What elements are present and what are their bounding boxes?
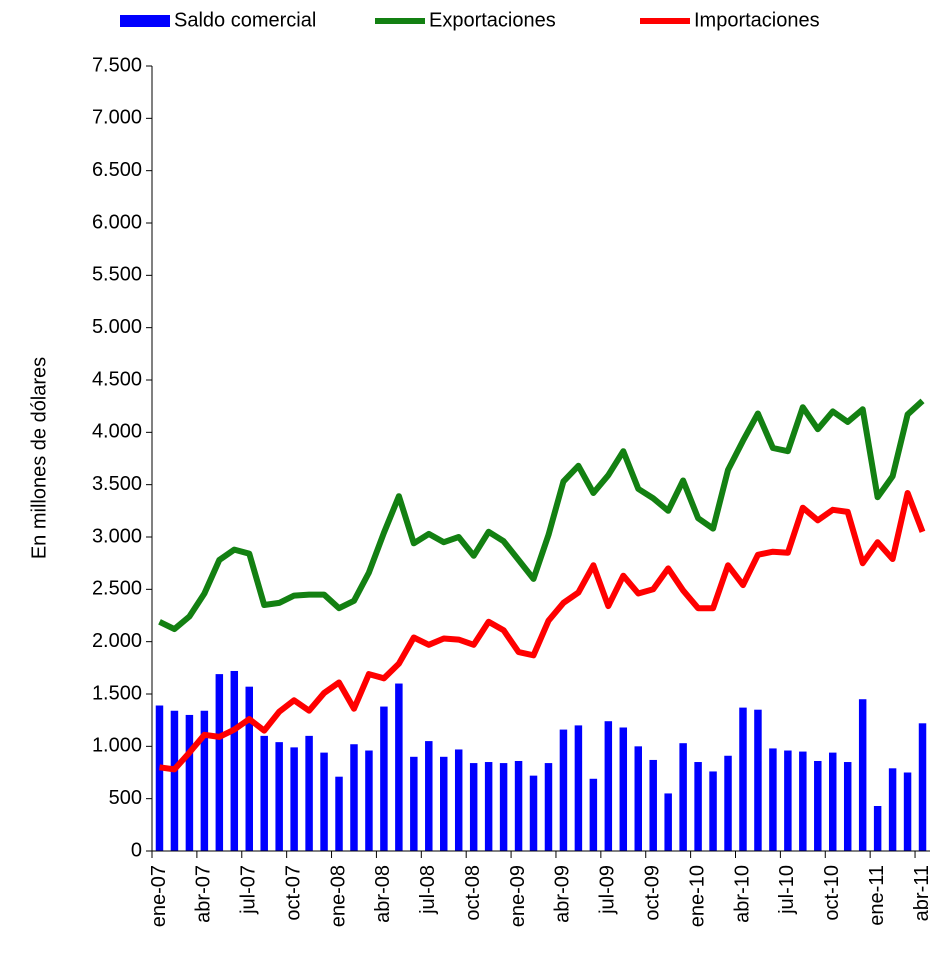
y-tick-label: 4.000 [92, 421, 142, 443]
bar [514, 760, 523, 851]
x-tick-label: ene-08 [327, 865, 349, 927]
x-tick-label: abr-08 [372, 865, 394, 923]
bar [320, 752, 328, 851]
bar [888, 768, 897, 851]
bar [754, 709, 762, 851]
bar [155, 705, 164, 851]
y-tick-label: 2.000 [92, 630, 142, 652]
bar [529, 775, 538, 851]
bar [454, 749, 463, 851]
bar [215, 674, 224, 851]
x-tick-label: abr-07 [193, 865, 215, 923]
x-tick-label: ene-07 [148, 865, 170, 927]
bar [230, 670, 239, 851]
bar [709, 771, 717, 851]
bar [634, 746, 642, 851]
bar [679, 743, 687, 851]
bar [559, 729, 568, 851]
bar [574, 725, 583, 851]
x-tick-label: oct-08 [462, 865, 484, 921]
bar [724, 755, 732, 851]
bar [170, 710, 179, 851]
y-axis-label: En millones de dólares [28, 357, 50, 559]
bar [185, 714, 194, 851]
bar [799, 751, 807, 851]
bar [410, 756, 418, 851]
bar [784, 750, 792, 851]
legend-label: Saldo comercial [174, 9, 316, 31]
x-tick-label: jul-09 [597, 865, 619, 915]
x-tick-label: jul-08 [417, 865, 439, 915]
y-tick-label: 5.500 [92, 264, 142, 286]
bar [350, 744, 358, 851]
bar [769, 748, 777, 851]
x-tick-label: oct-10 [821, 865, 843, 921]
bar [200, 710, 209, 851]
x-tick-label: ene-11 [866, 865, 888, 926]
bar [873, 805, 882, 851]
x-tick-label: ene-10 [686, 865, 708, 927]
y-tick-label: 6.500 [92, 159, 142, 181]
bar [335, 776, 343, 851]
bar [589, 778, 598, 851]
x-tick-label: oct-09 [641, 865, 663, 921]
x-tick-label: abr-09 [552, 865, 574, 923]
line-series [158, 398, 925, 633]
y-tick-label: 7.000 [92, 107, 142, 129]
y-tick-label: 3.500 [92, 473, 142, 495]
bar [305, 735, 313, 851]
line-series [159, 490, 926, 773]
bar [664, 793, 672, 851]
y-tick-label: 6.000 [92, 211, 142, 233]
bar [604, 721, 613, 851]
bar [290, 747, 298, 851]
x-tick-label: abr-11 [911, 865, 933, 921]
legend-label: Exportaciones [429, 9, 556, 31]
bar [499, 763, 508, 851]
bar [484, 762, 493, 851]
y-tick-label: 500 [109, 787, 142, 809]
bar [739, 707, 747, 851]
x-tick-label: oct-07 [282, 865, 304, 921]
bar [544, 763, 553, 851]
bar [918, 723, 927, 851]
bar [694, 762, 702, 851]
bar [260, 735, 268, 851]
bar [245, 686, 253, 851]
x-tick-label: jul-10 [776, 865, 798, 915]
bar [440, 756, 448, 851]
bar [829, 752, 837, 851]
y-tick-label: 1.000 [92, 735, 142, 757]
y-tick-label: 0 [131, 839, 142, 861]
bar [649, 759, 657, 851]
y-tick-label: 1.500 [92, 682, 142, 704]
x-tick-label: ene-09 [507, 865, 529, 927]
y-tick-label: 7.500 [92, 54, 142, 76]
y-tick-label: 5.000 [92, 316, 142, 338]
legend-swatch [120, 15, 170, 27]
bar [619, 727, 628, 851]
bar [843, 762, 852, 851]
bar [380, 706, 388, 851]
y-tick-label: 2.500 [92, 578, 142, 600]
y-tick-label: 4.500 [92, 368, 142, 390]
bar [425, 741, 433, 851]
y-tick-label: 3.000 [92, 525, 142, 547]
bar [275, 742, 283, 851]
bar [903, 772, 912, 851]
x-tick-label: jul-07 [238, 865, 260, 915]
legend-label: Importaciones [694, 9, 820, 31]
bar [814, 760, 822, 851]
bar [469, 763, 478, 851]
bar [365, 750, 373, 851]
bar [395, 683, 403, 851]
bar [858, 699, 867, 851]
x-tick-label: abr-10 [731, 865, 753, 923]
